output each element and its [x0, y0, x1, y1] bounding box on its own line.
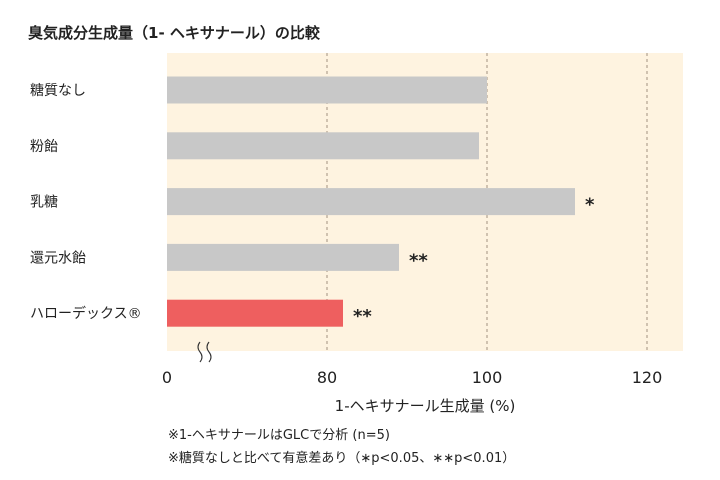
chart-title: 臭気成分生成量（1- ヘキサナール）の比較 [28, 24, 321, 42]
x-axis-label: 1-ヘキサナール生成量 (%) [335, 397, 516, 415]
bar-1 [167, 132, 479, 160]
bar-4 [167, 299, 343, 327]
x-tick-label-100: 100 [472, 368, 503, 387]
axis-break-icon [197, 341, 212, 363]
x-tick-label-0: 0 [162, 368, 172, 387]
significance-mark-2: * [585, 195, 595, 216]
x-tick-label-120: 120 [632, 368, 663, 387]
significance-mark-3: ** [409, 250, 428, 271]
category-label-2: 乳糖 [30, 195, 58, 211]
category-label-1: 粉飴 [30, 138, 58, 155]
bar-2 [167, 188, 575, 216]
category-label-0: 糖質なし [30, 83, 86, 99]
category-label-4: ハローデックス® [30, 305, 142, 322]
bar-3 [167, 243, 399, 271]
category-label-3: 還元水飴 [30, 249, 86, 266]
bar-0 [167, 76, 487, 104]
note-1: ※1-ヘキサナールはGLCで分析 (n=5) [168, 428, 390, 443]
x-tick-label-80: 80 [317, 368, 337, 387]
note-2: ※糖質なしと比べて有意差あり（∗p<0.05、∗∗p<0.01） [168, 450, 515, 466]
significance-mark-4: ** [353, 306, 372, 327]
